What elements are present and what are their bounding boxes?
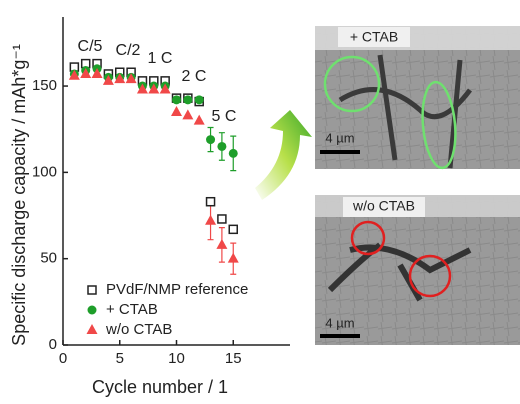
scale-bar — [320, 150, 360, 154]
scale-label: 4 µm — [325, 130, 354, 145]
point — [194, 95, 204, 105]
point — [91, 67, 103, 78]
scale-bar — [320, 334, 360, 338]
point — [205, 214, 217, 225]
scale-label: 4 µm — [325, 315, 354, 330]
point — [183, 95, 193, 105]
y-tick-label: 50 — [40, 250, 57, 267]
y-tick-label: 150 — [32, 77, 57, 94]
legend-marker — [87, 305, 97, 315]
point — [159, 83, 171, 94]
inset-label: + CTAB — [350, 29, 398, 45]
rate-label: C/5 — [78, 38, 103, 55]
rate-label: 1 C — [148, 50, 173, 67]
point — [193, 114, 205, 125]
rate-label: C/2 — [116, 42, 141, 59]
x-axis-label: Cycle number / 1 — [92, 377, 228, 397]
legend-marker — [86, 324, 98, 334]
point — [114, 73, 126, 84]
point — [228, 148, 238, 158]
point — [80, 67, 92, 78]
x-tick-label: 15 — [225, 350, 242, 367]
point — [216, 238, 228, 249]
point — [228, 224, 238, 235]
arrow — [255, 110, 312, 200]
x-tick-label: 10 — [168, 350, 185, 367]
legend-label: + CTAB — [106, 301, 158, 318]
y-tick-label: 100 — [32, 163, 57, 180]
highlight — [408, 254, 452, 298]
x-tick-label: 5 — [116, 350, 124, 367]
label-box — [343, 197, 425, 217]
inset-top: + CTAB 4 µm — [315, 26, 520, 170]
point — [205, 196, 216, 207]
point — [182, 109, 194, 120]
point — [171, 105, 182, 116]
y-tick-label: 0 — [49, 336, 57, 353]
point — [217, 214, 227, 224]
inset-label: w/o CTAB — [352, 198, 415, 214]
point — [217, 141, 227, 151]
y-axis-label: Specific discharge capacity / mAh*g⁻¹ — [9, 44, 29, 346]
point — [125, 73, 137, 84]
legend-label: PVdF/NMP reference — [106, 281, 248, 298]
inset-bottom: w/o CTAB 4 µm — [315, 195, 520, 345]
rate-label: 2 C — [182, 68, 207, 85]
point — [148, 83, 160, 94]
rate-label: 5 C — [212, 108, 237, 125]
highlight — [350, 220, 386, 256]
legend-marker — [87, 285, 97, 295]
point — [68, 69, 80, 80]
point — [227, 252, 239, 263]
legend-label: w/o CTAB — [105, 321, 172, 338]
point — [206, 135, 216, 145]
highlight — [323, 55, 381, 113]
point — [172, 95, 181, 105]
x-tick-label: 0 — [59, 350, 67, 367]
highlight — [421, 80, 457, 170]
point — [102, 74, 114, 85]
point — [136, 83, 148, 94]
label-box — [338, 27, 410, 47]
